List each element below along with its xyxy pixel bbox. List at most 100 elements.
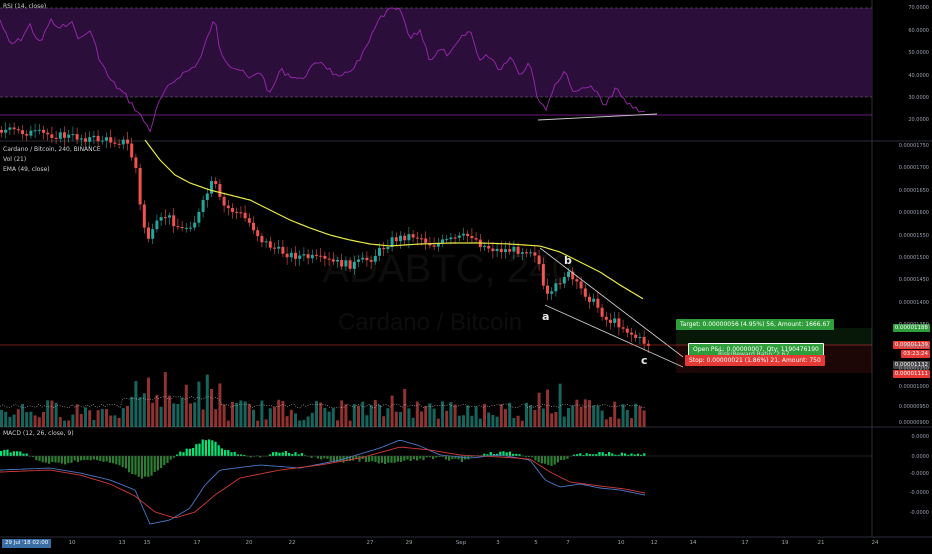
- macd-indicator-title[interactable]: MACD (12, 26, close, 9): [3, 430, 74, 437]
- price-candle: [226, 205, 230, 209]
- volume-bar: [25, 412, 29, 427]
- volume-bar: [96, 410, 100, 427]
- price-candle: [138, 168, 142, 205]
- volume-bar: [617, 418, 621, 427]
- macd-histogram-bar: [272, 452, 275, 456]
- volume-bar: [63, 420, 66, 427]
- price-candle: [491, 248, 495, 252]
- target-order-box[interactable]: Target: 0.00000056 (4.95%) 56, Amount: 1…: [676, 319, 835, 330]
- macd-histogram-bar: [137, 456, 140, 477]
- price-candle: [281, 246, 285, 254]
- macd-histogram-bar: [553, 456, 556, 465]
- price-candle: [58, 132, 62, 139]
- volume-bar: [75, 404, 79, 427]
- volume-bar: [625, 410, 629, 427]
- volume-bar: [378, 404, 381, 427]
- volume-bar: [424, 406, 428, 427]
- rsi-tick-label: 60.0000: [908, 28, 929, 34]
- price-candle: [189, 227, 192, 229]
- price-candle: [470, 236, 474, 239]
- price-candle: [201, 199, 205, 212]
- volume-bar: [231, 401, 234, 427]
- volume-bar: [382, 416, 386, 427]
- macd-histogram-bar: [544, 456, 547, 464]
- stop-order-box[interactable]: Stop: 0.00000021 (1.86%) 21, Amount: 750: [685, 355, 825, 366]
- macd-histogram-bar: [377, 456, 380, 464]
- macd-histogram-bar: [102, 456, 105, 462]
- price-candle: [403, 235, 407, 241]
- macd-histogram-bar: [44, 456, 47, 463]
- macd-histogram-bar: [217, 445, 220, 456]
- macd-histogram-bar: [220, 448, 223, 456]
- macd-histogram-bar: [412, 456, 415, 460]
- price-candle: [373, 255, 377, 262]
- price-candle: [247, 218, 251, 223]
- volume-bar: [218, 383, 222, 427]
- volume-ma-line: [0, 395, 646, 409]
- macd-histogram-bar: [288, 452, 291, 456]
- price-candle: [357, 259, 360, 262]
- volume-bar: [596, 405, 600, 427]
- price-candle: [382, 247, 386, 250]
- price-candle: [4, 129, 8, 133]
- volume-bar: [319, 402, 323, 427]
- price-candle: [151, 229, 155, 239]
- macd-histogram-bar: [550, 456, 553, 466]
- price-candle: [264, 241, 268, 243]
- rsi-indicator-title[interactable]: RSI (14, close): [3, 3, 47, 10]
- volume-bar: [226, 420, 230, 427]
- price-candle: [277, 246, 281, 249]
- macd-histogram-bar: [172, 456, 175, 458]
- price-candle: [310, 254, 314, 259]
- volume-bar: [457, 415, 461, 427]
- price-candle: [638, 336, 642, 338]
- price-candle: [495, 248, 499, 252]
- volume-bar: [499, 404, 503, 427]
- macd-histogram-bar: [252, 456, 255, 457]
- volume-bar: [420, 411, 423, 427]
- price-candle: [399, 235, 402, 242]
- price-candle: [508, 249, 512, 252]
- volume-bar: [478, 418, 482, 427]
- macd-histogram-bar: [22, 453, 25, 456]
- macd-histogram-bar: [92, 456, 95, 460]
- volume-bar: [151, 402, 155, 427]
- macd-histogram-bar: [124, 456, 127, 469]
- macd-histogram-bar: [89, 456, 92, 461]
- price-candle: [84, 138, 87, 142]
- volume-bar: [42, 411, 45, 427]
- volume-bar: [609, 416, 612, 427]
- volume-bar: [121, 408, 125, 427]
- rsi-trendline: [537, 113, 658, 121]
- volume-bar: [571, 405, 575, 427]
- price-candle: [176, 226, 180, 228]
- macd-histogram-bar: [547, 456, 550, 465]
- ema-indicator-title[interactable]: EMA (49, close): [3, 166, 50, 173]
- volume-bar: [33, 415, 37, 427]
- volume-bar: [189, 403, 192, 427]
- volume-bar: [193, 402, 197, 427]
- macd-histogram-bar: [505, 452, 508, 456]
- volume-bar: [247, 404, 251, 427]
- macd-histogram-bar: [524, 456, 527, 458]
- macd-histogram-bar: [268, 454, 271, 456]
- volume-bar: [50, 400, 54, 427]
- price-candle: [268, 241, 272, 248]
- volume-bar: [285, 416, 289, 427]
- macd-histogram-bar: [278, 452, 281, 456]
- volume-indicator-title[interactable]: Vol (21): [3, 156, 27, 163]
- volume-bar: [340, 400, 344, 427]
- volume-bar: [638, 406, 642, 427]
- time-tick-label: 12: [650, 540, 658, 546]
- main-chart-title[interactable]: Cardano / Bitcoin, 240, BINANCE: [3, 146, 101, 153]
- price-candle: [50, 134, 54, 138]
- macd-histogram-bar: [432, 456, 435, 460]
- macd-histogram-bar: [214, 441, 217, 456]
- macd-histogram-bar: [57, 456, 60, 463]
- rsi-line: [0, 7, 645, 133]
- macd-histogram-bar: [195, 444, 198, 456]
- price-candle: [235, 211, 239, 213]
- macd-histogram-bar: [300, 453, 303, 456]
